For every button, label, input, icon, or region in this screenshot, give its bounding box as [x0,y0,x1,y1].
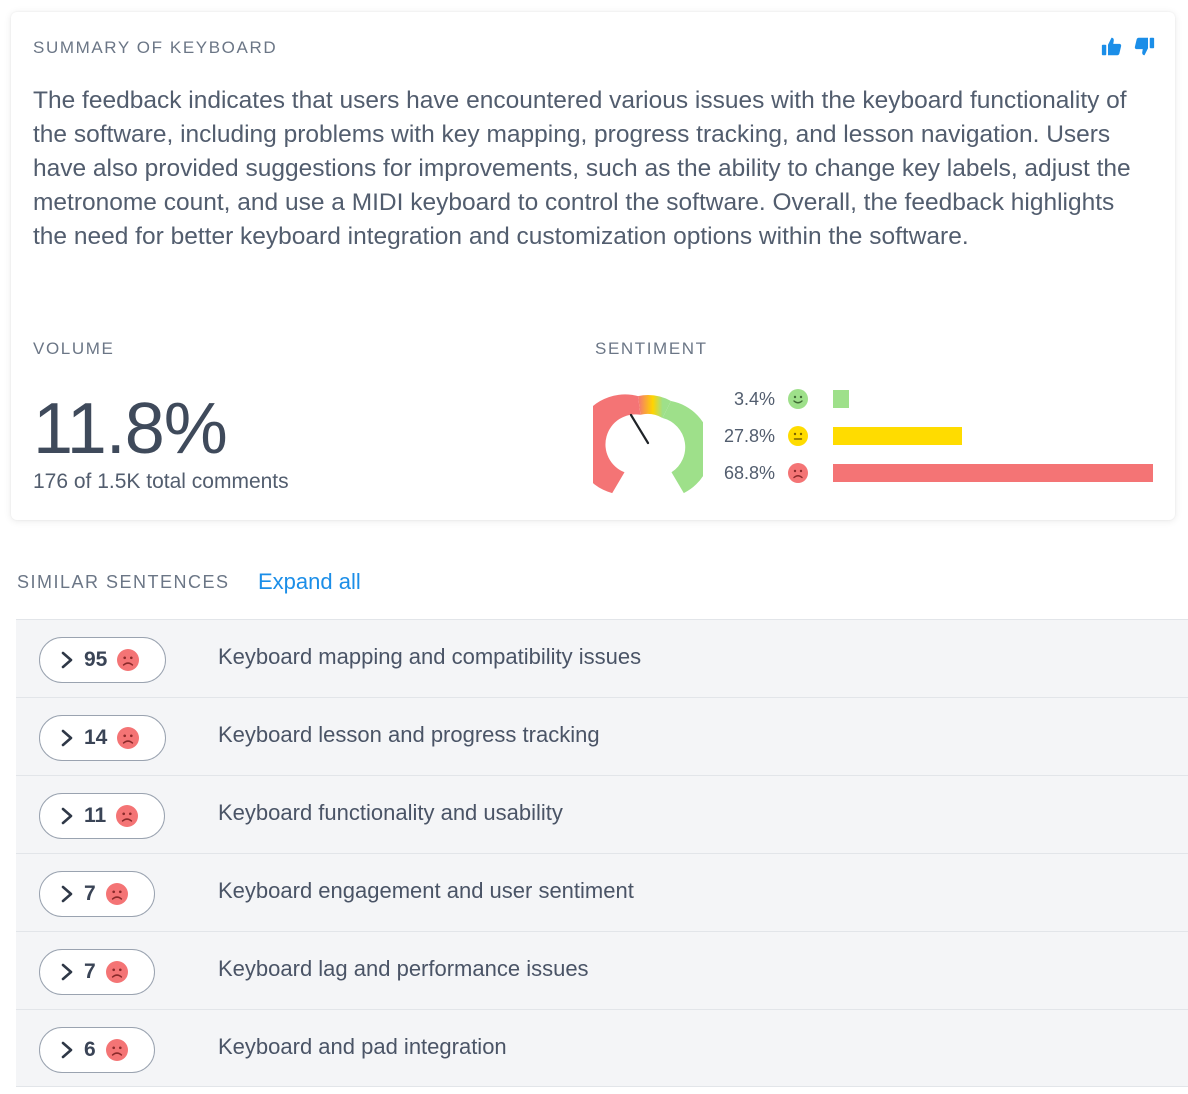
sentiment-neutral-value: 27.8% [723,426,775,446]
sentence-group-row[interactable]: 14 Keyboard lesson and progress tracking [16,697,1188,775]
gauge-needle [629,413,650,445]
sentiment-negative-bar [833,464,1153,482]
volume-percent: 11.8% [33,389,228,469]
thumbs-up-icon[interactable] [1101,36,1122,57]
sentence-group-toggle[interactable]: 95 [39,637,167,683]
sentence-group-title: Keyboard and pad integration [218,1034,507,1059]
sentence-group-count: 7 [84,882,96,905]
volume-total: 176 of 1.5K total comments [33,470,289,493]
sentiment-negative-value: 68.8% [723,463,775,483]
sentence-group-title: Keyboard mapping and compatibility issue… [218,644,642,669]
sad-face-icon [105,961,128,983]
sentiment-positive-value: 3.4% [733,389,775,409]
expand-all-link[interactable]: Expand all [258,569,361,594]
thumbs-down-icon[interactable] [1134,36,1155,57]
sentence-group-count: 14 [84,726,108,749]
chevron-right-icon [61,807,73,825]
sentence-group-count: 6 [84,1038,96,1061]
sentence-group-toggle[interactable]: 7 [39,871,155,917]
chevron-right-icon [61,885,73,903]
sentence-group-toggle[interactable]: 6 [39,1027,155,1073]
sentence-group-toggle[interactable]: 11 [39,793,166,839]
sad-face-icon [105,1039,128,1061]
sentence-group-row[interactable]: 95 Keyboard mapping and compatibility is… [16,619,1188,697]
similar-sentences-label: SIMILAR SENTENCES [17,572,230,592]
sentence-group-row[interactable]: 7 Keyboard engagement and user sentiment [16,853,1188,931]
sentiment-row-neutral: 27.8% [711,424,1161,461]
card-title: SUMMARY OF KEYBOARD [33,38,278,57]
sentence-group-toggle[interactable]: 14 [39,715,167,761]
gauge-negative-arc [593,394,641,494]
sad-face-icon [116,805,139,827]
feedback-thumbs [1101,36,1155,57]
sentence-group-title: Keyboard engagement and user sentiment [218,878,634,903]
sentence-group-row[interactable]: 11 Keyboard functionality and usability [16,775,1188,853]
sentiment-row-negative: 68.8% [711,461,1161,498]
sad-face-icon [788,463,808,483]
sentence-group-count: 95 [84,648,108,671]
sentence-group-row[interactable]: 6 Keyboard and pad integration [16,1009,1188,1087]
sentence-group-toggle[interactable]: 7 [39,949,155,995]
sentence-group-title: Keyboard functionality and usability [218,800,563,825]
sentiment-row-positive: 3.4% [711,387,1161,424]
gauge-neutral-arc [638,395,671,418]
sentiment-gauge [593,394,703,494]
sad-face-icon [117,649,140,671]
gauge-positive-arc [662,401,703,494]
sentiment-neutral-bar [833,427,962,445]
volume-label: VOLUME [33,339,115,358]
sentence-group-title: Keyboard lag and performance issues [218,956,589,981]
sentence-group-count: 7 [84,960,96,983]
summary-card: SUMMARY OF KEYBOARD The feedback indicat… [11,12,1175,520]
summary-text: The feedback indicates that users have e… [33,87,1131,250]
happy-face-icon [788,389,808,409]
sentiment-breakdown: 3.4% 27.8% 68.8% [711,387,1161,498]
sentiment-label: SENTIMENT [595,339,708,358]
similar-sentences-list: 95 Keyboard mapping and compatibility is… [16,619,1188,1087]
sentence-group-row[interactable]: 7 Keyboard lag and performance issues [16,931,1188,1009]
chevron-right-icon [61,963,73,981]
sad-face-icon [117,727,140,749]
chevron-right-icon [61,651,73,669]
sentiment-positive-bar [833,390,849,408]
neutral-face-icon [788,426,808,446]
sentence-group-count: 11 [84,804,107,827]
sad-face-icon [105,883,128,905]
chevron-right-icon [61,1041,73,1059]
chevron-right-icon [61,729,73,747]
sentence-group-title: Keyboard lesson and progress tracking [218,722,600,747]
